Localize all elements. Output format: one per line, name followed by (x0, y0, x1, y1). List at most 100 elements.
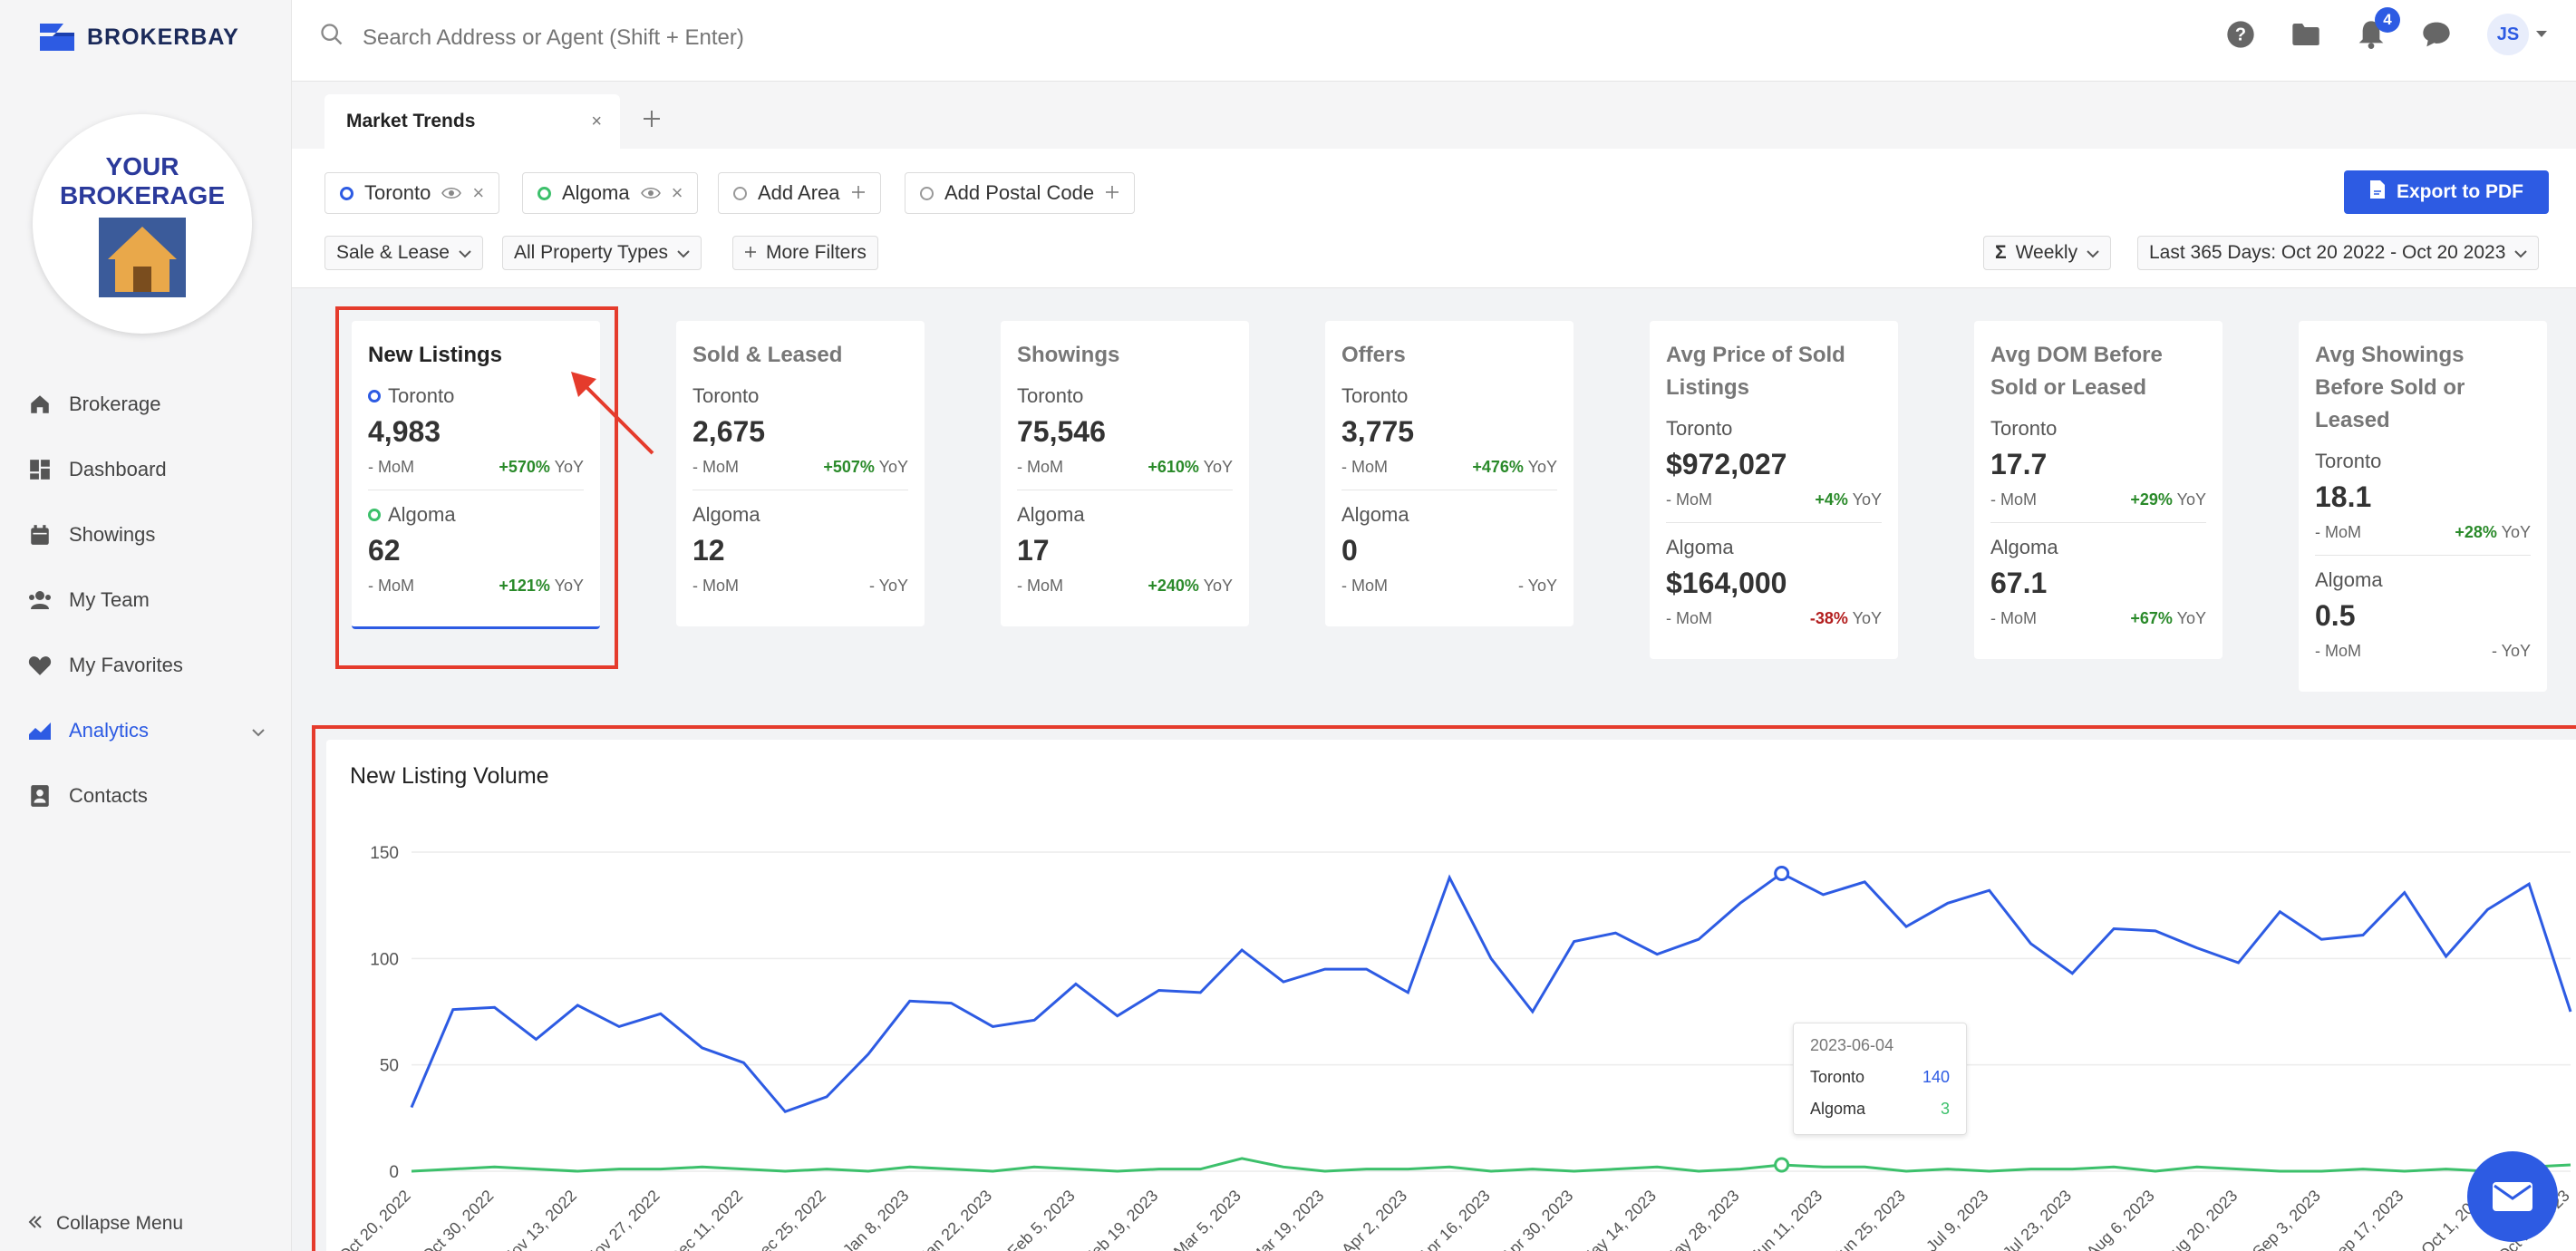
collapse-menu-label: Collapse Menu (56, 1213, 184, 1234)
mom-change: - MoM (368, 458, 414, 476)
x-tick-label: Feb 19, 2023 (1080, 1187, 1161, 1251)
sidebar-item-brokerage[interactable]: Brokerage (0, 372, 292, 437)
add-tab-button[interactable] (642, 105, 662, 136)
x-tick-label: Jul 9, 2023 (1922, 1187, 1991, 1251)
chart-title: New Listing Volume (350, 763, 549, 789)
metric-card-avg-showings[interactable]: Avg Showings Before Sold or Leased Toron… (2299, 321, 2547, 692)
heart-icon (27, 653, 53, 678)
yoy-label: YoY (1852, 609, 1882, 627)
mom-change: - MoM (1666, 609, 1712, 627)
toronto-dot-icon (368, 390, 381, 402)
toronto-value: 17.7 (1990, 448, 2048, 480)
metric-card-sold-leased[interactable]: Sold & Leased Toronto 2,675 - MoM +507% Y… (676, 321, 925, 626)
export-label: Export to PDF (2397, 181, 2523, 202)
notifications-bell-icon[interactable]: 4 (2355, 7, 2400, 51)
search-icon (319, 22, 344, 53)
mom-change: - MoM (2315, 523, 2361, 541)
tooltip-series-label: Toronto (1810, 1068, 1865, 1086)
sidebar-item-dashboard[interactable]: Dashboard (0, 437, 292, 502)
user-menu[interactable]: JS (2485, 14, 2549, 55)
yoy-label: YoY (554, 458, 584, 476)
contacts-icon (27, 783, 53, 809)
property-types-dropdown[interactable]: All Property Types (502, 236, 702, 270)
yoy-label: YoY (1203, 577, 1233, 595)
metric-card-avg-dom[interactable]: Avg DOM Before Sold or Leased Toronto 17… (1974, 321, 2223, 659)
help-icon[interactable]: ? (2224, 18, 2257, 51)
area-label: Algoma (692, 503, 760, 526)
area-label: Algoma (1017, 503, 1085, 526)
tab-market-trends[interactable]: Market Trends × (324, 94, 620, 149)
yoy-change: +121% (499, 577, 550, 595)
tab-bar: Market Trends × (292, 82, 2576, 149)
metric-card-offers[interactable]: Offers Toronto 3,775 - MoM +476% YoY Algo… (1325, 321, 1574, 626)
notification-count-badge: 4 (2375, 7, 2400, 33)
x-tick-label: May 28, 2023 (1660, 1187, 1742, 1251)
x-tick-label: Mar 5, 2023 (1170, 1187, 1244, 1251)
mom-change: - MoM (368, 577, 414, 595)
metric-card-new-listings[interactable]: New Listings Toronto 4,983 - MoM +570% Yo… (352, 321, 600, 629)
remove-area-icon[interactable]: × (671, 181, 683, 204)
mom-change: - MoM (692, 458, 739, 476)
area-label: Algoma (1341, 503, 1409, 526)
collapse-menu-button[interactable]: Collapse Menu (27, 1213, 183, 1235)
folder-icon[interactable] (2290, 18, 2322, 51)
toronto-change-row: - MoM +610% YoY (1017, 458, 1233, 490)
yoy-label: YoY (1527, 577, 1557, 595)
algoma-value: 0.5 (2315, 599, 2356, 632)
algoma-dot-icon (537, 186, 551, 200)
search-input[interactable] (363, 24, 1178, 51)
tooltip-row-toronto: Toronto 140 (1810, 1068, 1950, 1087)
more-filters-button[interactable]: More Filters (732, 236, 878, 270)
area-label: Algoma (1666, 536, 1734, 558)
area-chip-algoma[interactable]: Algoma × (522, 172, 699, 214)
chevron-down-icon (2087, 242, 2099, 264)
add-area-label: Add Area (758, 181, 840, 204)
top-icons: ? 4 JS (2224, 7, 2549, 55)
remove-area-icon[interactable]: × (472, 181, 485, 204)
card-title: Offers (1341, 343, 1406, 367)
chat-icon[interactable] (2420, 18, 2453, 51)
area-chip-toronto[interactable]: Toronto × (324, 172, 500, 214)
sidebar-item-my-team[interactable]: My Team (0, 567, 292, 633)
sidebar-item-analytics[interactable]: Analytics (0, 698, 292, 763)
dropdown-value: Weekly (2015, 242, 2078, 263)
x-tick-label: Sep 17, 2023 (2326, 1187, 2407, 1251)
add-postal-code-button[interactable]: Add Postal Code (905, 172, 1136, 214)
caret-down-icon (2536, 26, 2547, 43)
plus-icon (1105, 181, 1119, 205)
plus-icon (851, 181, 866, 205)
area-label: Toronto (692, 384, 760, 407)
double-chevron-left-icon (27, 1213, 44, 1235)
brand-logo[interactable]: BROKERBAY (36, 20, 239, 54)
x-tick-label: Jun 25, 2023 (1829, 1187, 1909, 1251)
sidebar-item-my-favorites[interactable]: My Favorites (0, 633, 292, 698)
export-to-pdf-button[interactable]: Export to PDF (2344, 170, 2549, 214)
metric-card-avg-price[interactable]: Avg Price of Sold Listings Toronto $972,… (1650, 321, 1898, 659)
yoy-label: YoY (1852, 490, 1882, 509)
yoy-change: +29% (2130, 490, 2173, 509)
area-chip-label: Algoma (562, 181, 630, 204)
tab-close-icon[interactable]: × (591, 111, 602, 131)
x-tick-label: Oct 30, 2022 (418, 1187, 497, 1251)
x-tick-label: Aug 6, 2023 (2083, 1187, 2158, 1251)
house-icon (99, 218, 186, 297)
add-area-button[interactable]: Add Area (718, 172, 881, 214)
interval-dropdown[interactable]: Σ Weekly (1983, 236, 2112, 270)
tooltip-date: 2023-06-04 (1810, 1036, 1894, 1054)
metric-card-showings[interactable]: Showings Toronto 75,546 - MoM +610% YoY A… (1001, 321, 1249, 626)
pdf-file-icon (2369, 179, 2386, 205)
sidebar-item-contacts[interactable]: Contacts (0, 763, 292, 829)
toronto-change-row: - MoM +28% YoY (2315, 523, 2531, 556)
line-chart[interactable]: 0 50 100 150 Oct 20, 2022 Oct 30, 2022 Nov 13,… (326, 740, 2576, 1251)
highlight-point (1774, 1157, 1790, 1173)
avatar: JS (2487, 14, 2529, 55)
chat-launcher-button[interactable] (2467, 1151, 2558, 1242)
eye-icon[interactable] (640, 181, 661, 205)
chevron-down-icon (252, 719, 265, 742)
date-range-dropdown[interactable]: Last 365 Days: Oct 20 2022 - Oct 20 2023 (2137, 236, 2540, 270)
eye-icon[interactable] (441, 181, 462, 205)
sidebar-item-showings[interactable]: Showings (0, 502, 292, 567)
chevron-down-icon (459, 242, 471, 264)
series-line-toronto (410, 871, 2572, 1114)
sale-type-dropdown[interactable]: Sale & Lease (324, 236, 483, 270)
